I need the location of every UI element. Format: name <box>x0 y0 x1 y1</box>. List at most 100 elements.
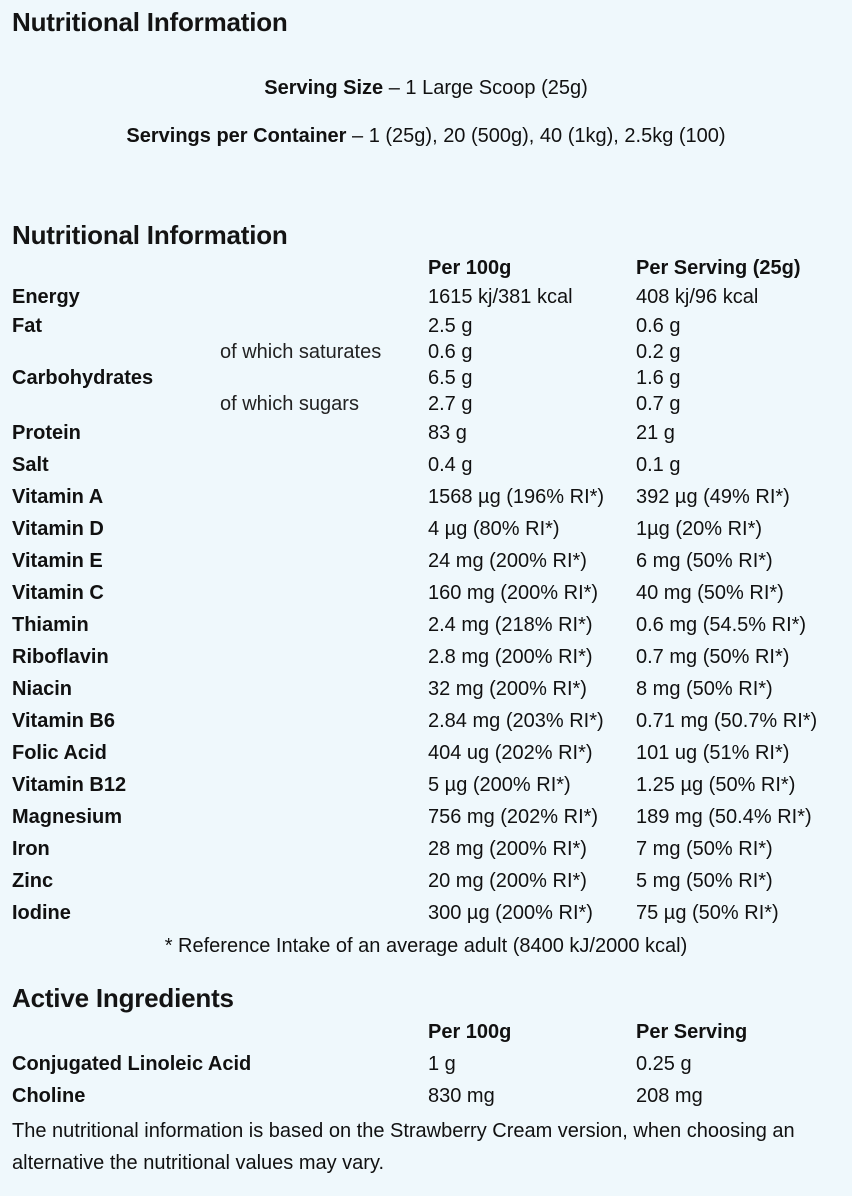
nutrient-name <box>12 339 220 365</box>
value-per-serving: 0.2 g <box>636 341 681 363</box>
nutrient-subcategory <box>220 897 428 929</box>
value-per-serving: 1.6 g <box>636 367 681 389</box>
value-per-serving: 5 mg (50% RI*) <box>636 870 773 892</box>
value-per100: 2.84 mg (203% RI*) <box>428 710 604 732</box>
nutrient-subcategory <box>220 417 428 449</box>
ingredient-name: Conjugated Linoleic Acid <box>12 1052 252 1075</box>
nutrient-name: Vitamin E <box>12 550 103 572</box>
nutrient-subcategory <box>220 673 428 705</box>
nutrition-table-title: Nutritional Information <box>12 220 288 250</box>
value-per-serving: 7 mg (50% RI*) <box>636 838 773 860</box>
value-per100: 2.8 mg (200% RI*) <box>428 646 593 668</box>
value-per100: 5 µg (200% RI*) <box>428 774 571 796</box>
value-per-serving: 8 mg (50% RI*) <box>636 678 773 700</box>
value-per-serving: 21 g <box>636 422 675 444</box>
ingredient-per-serving: 208 mg <box>636 1084 703 1107</box>
value-per100: 1568 µg (196% RI*) <box>428 486 605 508</box>
disclaimer-text: The nutritional information is based on … <box>12 1120 795 1174</box>
value-per-serving: 101 ug (51% RI*) <box>636 742 790 764</box>
value-per100: 83 g <box>428 422 467 444</box>
value-per100: 0.6 g <box>428 341 473 363</box>
nutrient-name: Magnesium <box>12 806 123 828</box>
value-per-serving: 0.6 mg (54.5% RI*) <box>636 614 807 636</box>
value-per100: 160 mg (200% RI*) <box>428 582 599 604</box>
page-title: Nutritional Information <box>12 7 288 37</box>
value-per100: 300 µg (200% RI*) <box>428 902 593 924</box>
serving-size-label: Serving Size <box>264 77 384 99</box>
nutrient-name: Iodine <box>12 902 71 924</box>
value-per-serving: 0.6 g <box>636 315 681 337</box>
nutrient-name: Folic Acid <box>12 742 107 764</box>
nutrient-subcategory <box>220 833 428 865</box>
nutrient-subcategory <box>220 481 428 513</box>
nutrient-name: Riboflavin <box>12 646 109 668</box>
value-per100: 2.5 g <box>428 315 473 337</box>
value-per100: 404 ug (202% RI*) <box>428 742 593 764</box>
nutrient-subcategory <box>220 801 428 833</box>
value-per100: 1615 kj/381 kcal <box>428 286 573 308</box>
serving-size-value: – 1 Large Scoop (25g) <box>383 77 588 99</box>
nutrient-name: Vitamin C <box>12 582 104 604</box>
ri-footnote: * Reference Intake of an average adult (… <box>164 935 688 957</box>
value-per100: 0.4 g <box>428 454 473 476</box>
ingredient-per-serving: 0.25 g <box>636 1052 692 1075</box>
nutrient-name: Salt <box>12 454 49 476</box>
nutrient-subcategory <box>220 513 428 545</box>
value-per-serving: 0.1 g <box>636 454 681 476</box>
header-spacer <box>12 255 220 281</box>
serving-size: Serving Size – 1 Large Scoop (25g) <box>0 77 852 100</box>
nutrition-table: Per 100g Per Serving (25g) Energy 1615 kj… <box>12 255 846 929</box>
header-spacer <box>220 255 428 281</box>
value-per-serving: 40 mg (50% RI*) <box>636 582 784 604</box>
nutrient-subcategory: of which saturates <box>220 341 382 363</box>
value-per-serving: 0.7 g <box>636 393 681 415</box>
col-header-serving: Per Serving (25g) <box>636 257 801 279</box>
nutrient-subcategory <box>220 449 428 481</box>
nutrient-name: Vitamin D <box>12 518 104 540</box>
active-col-header-serving: Per Serving <box>636 1020 748 1043</box>
value-per-serving: 1µg (20% RI*) <box>636 518 763 540</box>
nutrient-subcategory <box>220 313 428 339</box>
nutrient-name: Energy <box>12 286 80 308</box>
value-per100: 756 mg (202% RI*) <box>428 806 599 828</box>
value-per100: 2.7 g <box>428 393 473 415</box>
nutrient-subcategory <box>220 769 428 801</box>
value-per-serving: 75 µg (50% RI*) <box>636 902 779 924</box>
ingredient-name: Choline <box>12 1084 86 1107</box>
nutrient-name: Vitamin B6 <box>12 710 115 732</box>
nutrient-subcategory <box>220 365 428 391</box>
value-per100: 20 mg (200% RI*) <box>428 870 587 892</box>
value-per-serving: 6 mg (50% RI*) <box>636 550 773 572</box>
value-per-serving: 408 kj/96 kcal <box>636 286 759 308</box>
value-per100: 6.5 g <box>428 367 473 389</box>
nutrient-subcategory <box>220 705 428 737</box>
nutrient-name: Niacin <box>12 678 73 700</box>
value-per100: 28 mg (200% RI*) <box>428 838 587 860</box>
value-per100: 4 µg (80% RI*) <box>428 518 560 540</box>
value-per100: 24 mg (200% RI*) <box>428 550 587 572</box>
value-per-serving: 189 mg (50.4% RI*) <box>636 806 812 828</box>
nutrient-name: Vitamin A <box>12 486 104 508</box>
nutrient-name: Thiamin <box>12 614 89 636</box>
servings-per-container: Servings per Container – 1 (25g), 20 (50… <box>0 125 852 148</box>
nutrient-name: Zinc <box>12 870 54 892</box>
nutrient-subcategory <box>220 737 428 769</box>
nutrient-subcategory <box>220 609 428 641</box>
ingredient-per100: 1 g <box>428 1052 456 1075</box>
col-header-per100: Per 100g <box>428 257 512 279</box>
nutrient-subcategory <box>220 545 428 577</box>
nutrient-subcategory <box>220 641 428 673</box>
value-per-serving: 0.7 mg (50% RI*) <box>636 646 790 668</box>
active-ingredients-title: Active Ingredients <box>12 983 234 1013</box>
nutrient-name <box>12 391 220 417</box>
nutrient-name: Vitamin B12 <box>12 774 127 796</box>
active-ingredients-table: Per 100g Per Serving Conjugated Linoleic… <box>12 1016 846 1112</box>
servings-value: – 1 (25g), 20 (500g), 40 (1kg), 2.5kg (1… <box>346 125 726 147</box>
nutrient-subcategory <box>220 577 428 609</box>
value-per100: 32 mg (200% RI*) <box>428 678 587 700</box>
nutrient-subcategory <box>220 865 428 897</box>
value-per-serving: 1.25 µg (50% RI*) <box>636 774 796 796</box>
nutrient-name: Iron <box>12 838 50 860</box>
active-col-header-per100: Per 100g <box>428 1020 512 1043</box>
